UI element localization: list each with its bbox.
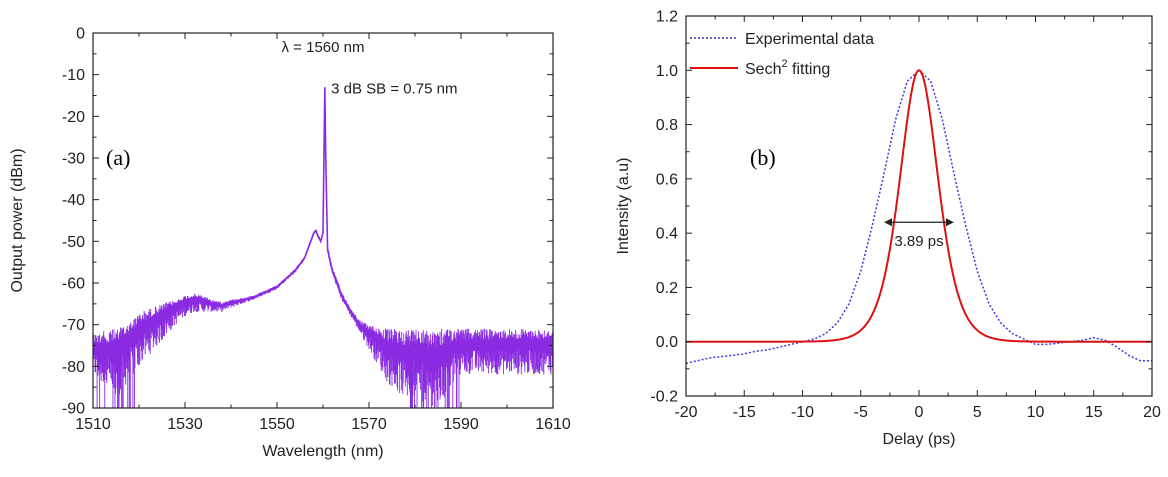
y-tick-label: -80	[62, 359, 85, 376]
experimental-data-line	[685, 69, 1152, 365]
x-tick-label: 15	[1085, 404, 1103, 421]
y-tick-label: -40	[62, 192, 85, 209]
y-tick-label: 1.2	[656, 9, 678, 26]
legend-label-experimental: Experimental data	[745, 31, 874, 48]
panel-label: (b)	[750, 145, 776, 170]
y-tick-label: 0.8	[656, 117, 678, 134]
x-tick-label: 1590	[443, 416, 479, 433]
x-tick-label: 10	[1027, 404, 1045, 421]
fwhm-arrow-right-head	[945, 218, 954, 227]
x-tick-label: -15	[733, 404, 756, 421]
wavelength-annotation: λ = 1560 nm	[282, 39, 365, 56]
x-tick-label: 1510	[75, 416, 111, 433]
y-tick-label: 0.6	[656, 171, 678, 188]
y-tick-label: -10	[62, 67, 85, 84]
legend-label-fit-main: Sech	[745, 61, 781, 78]
panel-label: (a)	[106, 145, 130, 170]
x-tick-label: 1530	[167, 416, 203, 433]
y-tick-label: 0.4	[656, 226, 678, 243]
x-tick-label: -20	[674, 404, 697, 421]
fwhm-arrow-left-head	[884, 218, 893, 227]
x-tick-label: 1550	[259, 416, 295, 433]
y-tick-label: 1.0	[656, 63, 678, 80]
y-tick-label: 0.2	[656, 280, 678, 297]
x-tick-label: 0	[915, 404, 924, 421]
x-tick-label: 1570	[351, 416, 387, 433]
y-tick-label: -50	[62, 234, 85, 251]
x-tick-label: -10	[791, 404, 814, 421]
spectrum-noise-band	[92, 101, 554, 408]
y-tick-label: -90	[62, 401, 85, 418]
x-tick-label: 1610	[535, 416, 571, 433]
x-tick-label: -5	[854, 404, 868, 421]
fwhm-label: 3.89 ps	[894, 233, 943, 250]
y-tick-label: 0.0	[656, 334, 678, 351]
legend-label-fit: Sech2 fitting	[745, 58, 830, 78]
x-tick-label: 20	[1143, 404, 1161, 421]
spectrum-line	[92, 87, 553, 351]
x-tick-label: 5	[973, 404, 982, 421]
sech2-fit-line	[686, 69, 1152, 343]
y-tick-label: -30	[62, 151, 85, 168]
legend-label-fit-tail: fitting	[788, 61, 831, 78]
panel-b: -20 -15 -10 -5 0 5 10 15 20 -0.2 0.0 0.2 0.4 0.6 0.8 1.…	[615, 9, 1161, 449]
y-tick-label: -70	[62, 317, 85, 334]
y-tick-label: 0	[76, 26, 85, 43]
x-axis-title: Delay (ps)	[883, 431, 956, 448]
bandwidth-annotation: 3 dB SB = 0.75 nm	[331, 80, 457, 97]
y-tick-label: -0.2	[650, 389, 678, 406]
y-tick-label: -60	[62, 276, 85, 293]
panel-a: 1510 1530 1550 1570 1590 1610 0 -10 -20 -30 -40 -50…	[9, 26, 571, 461]
legend-label-fit-sup: 2	[781, 58, 787, 70]
y-axis-title: Intensity (a.u)	[615, 158, 632, 255]
x-axis-title: Wavelength (nm)	[262, 443, 383, 460]
y-axis-title: Output power (dBm)	[9, 148, 26, 292]
y-tick-label: -20	[62, 109, 85, 126]
